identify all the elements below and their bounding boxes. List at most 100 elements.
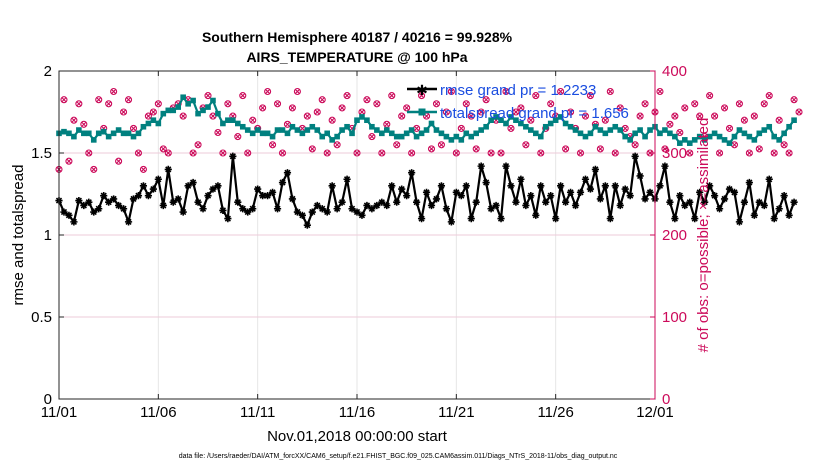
x-tick-label: 11/01 bbox=[41, 404, 77, 421]
obs-assimilated-point bbox=[76, 101, 82, 107]
rmse-point bbox=[388, 182, 396, 190]
obs-possible-point bbox=[134, 149, 143, 157]
rmse-point bbox=[487, 205, 495, 213]
obs-assimilated-point bbox=[726, 125, 733, 132]
obs-assimilated-point bbox=[557, 88, 564, 95]
obs-possible-point bbox=[65, 157, 73, 165]
rmse-point bbox=[338, 198, 346, 206]
obs-possible-point bbox=[333, 141, 341, 149]
obs-assimilated-point bbox=[756, 146, 762, 152]
obs-possible-point bbox=[696, 112, 704, 120]
rmse-point bbox=[85, 198, 93, 206]
obs-possible-point bbox=[641, 100, 649, 108]
rmse-point bbox=[502, 162, 510, 170]
spread-point bbox=[150, 117, 157, 123]
rmse-point bbox=[442, 205, 450, 213]
obs-assimilated-point bbox=[394, 142, 400, 148]
rmse-point bbox=[403, 192, 411, 200]
rmse-point bbox=[408, 169, 416, 177]
obs-possible-point bbox=[90, 165, 98, 173]
rmse-point bbox=[750, 211, 758, 219]
obs-assimilated-point bbox=[468, 113, 474, 119]
obs-possible-point bbox=[70, 116, 78, 124]
spread-point bbox=[205, 104, 211, 110]
spread-point bbox=[408, 127, 415, 133]
x-tick-label: 11/16 bbox=[339, 404, 375, 421]
rmse-point bbox=[557, 182, 565, 190]
spread-point bbox=[339, 127, 345, 133]
spread-point bbox=[756, 130, 763, 137]
spread-point bbox=[443, 133, 450, 140]
obs-possible-point bbox=[497, 149, 505, 157]
obs-assimilated-point bbox=[642, 101, 648, 107]
spread-point bbox=[647, 127, 653, 133]
rmse-point bbox=[353, 208, 361, 216]
chart-subtitle: AIRS_TEMPERATURE @ 100 hPa bbox=[246, 49, 467, 65]
obs-assimilated-point bbox=[145, 113, 152, 119]
spread-point bbox=[379, 130, 385, 137]
rmse-point bbox=[611, 182, 619, 190]
spread-point bbox=[364, 117, 370, 123]
spread-point bbox=[215, 110, 221, 117]
obs-assimilated-point bbox=[160, 146, 166, 152]
rmse-point bbox=[259, 192, 267, 200]
y-right-tick-label: 300 bbox=[662, 145, 687, 162]
obs-possible-point bbox=[487, 149, 495, 157]
obs-possible-point bbox=[363, 96, 371, 104]
obs-assimilated-point bbox=[91, 166, 97, 173]
y-axis-right-label: # of obs: o=possible; ×=assimilated bbox=[695, 118, 712, 353]
y-right-tick-label: 400 bbox=[662, 63, 687, 80]
obs-assimilated-point bbox=[115, 158, 122, 164]
rmse-point bbox=[249, 205, 257, 213]
obs-assimilated-point bbox=[215, 129, 221, 136]
rmse-point bbox=[755, 198, 763, 206]
obs-assimilated-point bbox=[716, 150, 723, 156]
rmse-point bbox=[194, 198, 202, 206]
spread-point bbox=[682, 137, 688, 143]
obs-assimilated-point bbox=[235, 133, 241, 140]
spread-point bbox=[503, 120, 509, 127]
obs-possible-point bbox=[224, 100, 232, 108]
rmse-point bbox=[507, 182, 515, 190]
y-tick-label: 2 bbox=[44, 63, 52, 80]
obs-assimilated-point bbox=[463, 101, 469, 107]
rmse-point bbox=[671, 215, 679, 223]
obs-assimilated-point bbox=[508, 125, 514, 132]
spread-point bbox=[190, 97, 196, 104]
spread-point bbox=[463, 130, 470, 137]
spread-point bbox=[587, 130, 594, 137]
spread-point bbox=[766, 123, 773, 130]
obs-possible-point bbox=[576, 149, 585, 157]
obs-possible-point bbox=[502, 87, 510, 96]
spread-point bbox=[175, 104, 181, 110]
spread-point bbox=[165, 107, 172, 114]
rmse-point bbox=[775, 205, 783, 213]
rmse-point bbox=[586, 185, 595, 193]
rmse-point bbox=[447, 218, 455, 226]
rmse-point bbox=[691, 215, 699, 223]
spread-point bbox=[746, 133, 753, 140]
obs-possible-point bbox=[85, 149, 93, 157]
obs-possible-point bbox=[735, 100, 743, 108]
obs-possible-point bbox=[308, 145, 316, 153]
obs-assimilated-point bbox=[503, 88, 509, 95]
rmse-point bbox=[646, 188, 654, 196]
spread-point bbox=[76, 127, 82, 133]
rmse-point bbox=[601, 182, 609, 190]
obs-assimilated-point bbox=[140, 166, 147, 173]
spread-point bbox=[61, 128, 67, 135]
y-right-tick-label: 100 bbox=[662, 309, 687, 326]
obs-possible-point bbox=[482, 96, 490, 104]
obs-assimilated-point bbox=[364, 97, 370, 103]
spread-point bbox=[473, 130, 479, 137]
obs-possible-point bbox=[388, 92, 396, 100]
rmse-point bbox=[631, 152, 639, 160]
obs-possible-point bbox=[249, 116, 257, 124]
obs-assimilated-point bbox=[438, 142, 445, 148]
rmse-point bbox=[547, 192, 555, 200]
spread-point bbox=[533, 130, 539, 137]
rmse-point bbox=[785, 211, 793, 219]
spread-point bbox=[294, 127, 301, 133]
spread-point bbox=[448, 137, 455, 143]
obs-assimilated-point bbox=[245, 150, 251, 156]
